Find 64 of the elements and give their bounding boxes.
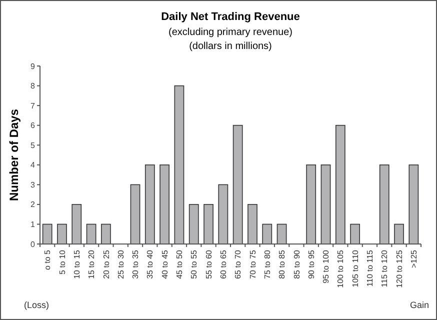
x-tick-label: 60 to 65 — [218, 249, 228, 279]
bar — [144, 164, 155, 244]
bar — [248, 204, 258, 244]
bar — [408, 164, 419, 244]
y-tick-label: 7 — [30, 101, 36, 110]
x-tick-label: o to 5 — [43, 249, 52, 270]
y-tick-label: 1 — [30, 220, 36, 230]
bar — [72, 204, 82, 244]
bar — [262, 224, 272, 244]
bar — [232, 124, 243, 244]
bar — [42, 224, 52, 244]
bar — [320, 164, 331, 244]
chart-subtitle: (excluding primary revenue) (dollars in millions) — [168, 27, 292, 52]
bar — [188, 204, 199, 244]
x-tick-label: 15 to 20 — [87, 249, 96, 279]
x-tick-label: 65 to 70 — [234, 249, 243, 279]
x-tick-label: 25 to 30 — [116, 249, 126, 279]
bar — [204, 204, 214, 244]
bar — [276, 224, 287, 244]
y-tick-label: 8 — [30, 82, 36, 91]
y-tick-label: 4 — [30, 160, 36, 170]
y-axis-title: Number of Days — [7, 108, 21, 202]
x-tick-label: 95 to 100 — [322, 249, 331, 284]
bar — [218, 184, 228, 244]
bar — [160, 164, 170, 244]
x-tick-label: 80 to 85 — [278, 249, 287, 279]
x-tick-label: 20 to 25 — [102, 249, 111, 279]
y-tick-label: 3 — [30, 180, 36, 190]
x-tick-label: 5 to 10 — [58, 249, 67, 274]
text: Gain — [410, 300, 429, 310]
x-tick-label: 115 to 120 — [380, 249, 390, 288]
x-tick-label: 85 to 90 — [292, 249, 302, 279]
y-tick-label: 6 — [30, 121, 36, 130]
y-tick-label: 5 — [30, 140, 36, 150]
x-tick-label: 50 to 55 — [190, 249, 199, 279]
x-tick-label: 90 to 95 — [306, 249, 316, 279]
y-tick-label: 9 — [30, 62, 36, 71]
bar — [174, 85, 184, 244]
x-tick-label: 100 to 105 — [336, 249, 346, 288]
x-tick-label: 75 to 80 — [262, 249, 272, 279]
bar — [86, 224, 96, 244]
bar — [101, 224, 111, 244]
x-tick-label: 35 to 40 — [146, 249, 155, 279]
bar — [306, 164, 316, 244]
y-tick-label: 0 — [30, 240, 36, 249]
bar — [57, 224, 67, 244]
x-tick-label: 120 to 125 — [394, 249, 404, 288]
chart-title: Daily Net Trading Revenue — [161, 11, 300, 23]
x-tick-label: 40 to 45 — [160, 249, 170, 279]
y-tick-label: 2 — [30, 200, 36, 210]
x-tick-label: 45 to 50 — [175, 249, 184, 279]
text: (Loss) — [24, 300, 50, 310]
bar — [130, 184, 140, 244]
x-tick-label: 10 to 15 — [72, 249, 82, 279]
x-tick-label: 30 to 35 — [131, 249, 140, 279]
x-tick-label: 55 to 60 — [204, 249, 214, 279]
bar — [335, 124, 346, 244]
x-tick-label: 105 to 110 — [350, 249, 360, 288]
x-tick-label: >125 — [409, 249, 418, 268]
x-tick-label: 110 to 115 — [366, 249, 375, 287]
bar — [379, 164, 390, 244]
bar — [394, 224, 404, 244]
x-tick-label: 70 to 75 — [248, 249, 258, 279]
bar — [350, 224, 360, 244]
